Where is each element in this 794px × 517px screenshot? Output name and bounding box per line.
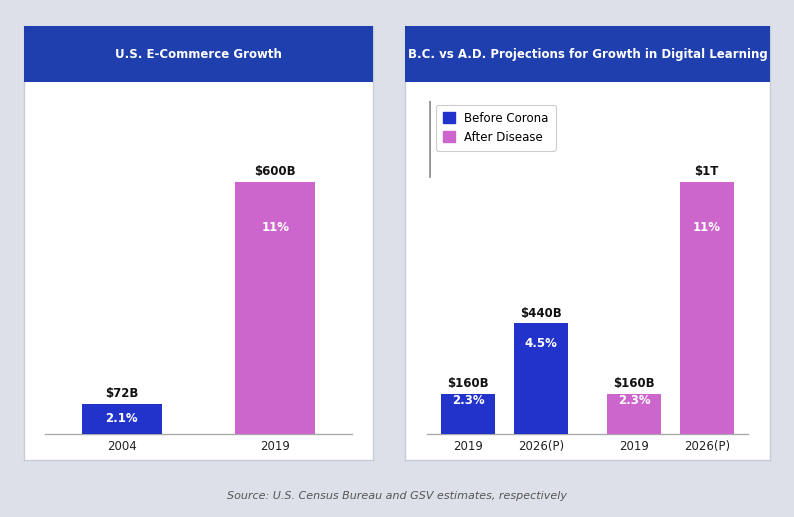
Text: 4.5%: 4.5% xyxy=(525,337,557,349)
Text: 2.3%: 2.3% xyxy=(452,394,484,407)
Text: 11%: 11% xyxy=(261,221,289,234)
Text: $1T: $1T xyxy=(695,165,719,178)
Bar xyxy=(680,181,734,434)
Bar xyxy=(514,323,568,434)
Bar xyxy=(441,393,495,434)
Text: B.C. vs A.D. Projections for Growth in Digital Learning: B.C. vs A.D. Projections for Growth in D… xyxy=(407,48,768,60)
Text: 2.1%: 2.1% xyxy=(106,413,138,425)
Text: $600B: $600B xyxy=(255,165,296,178)
Legend: Before Corona, After Disease: Before Corona, After Disease xyxy=(436,104,556,150)
Bar xyxy=(235,181,315,434)
Text: 2.3%: 2.3% xyxy=(618,394,650,407)
Bar xyxy=(82,404,162,434)
Text: $440B: $440B xyxy=(520,307,562,320)
Text: U.S. E-Commerce Growth: U.S. E-Commerce Growth xyxy=(115,48,282,60)
Bar xyxy=(607,393,661,434)
Text: 11%: 11% xyxy=(693,221,721,234)
Text: Source: U.S. Census Bureau and GSV estimates, respectively: Source: U.S. Census Bureau and GSV estim… xyxy=(227,491,567,501)
Text: $72B: $72B xyxy=(105,387,138,401)
Text: $160B: $160B xyxy=(614,377,655,390)
Text: $160B: $160B xyxy=(448,377,489,390)
